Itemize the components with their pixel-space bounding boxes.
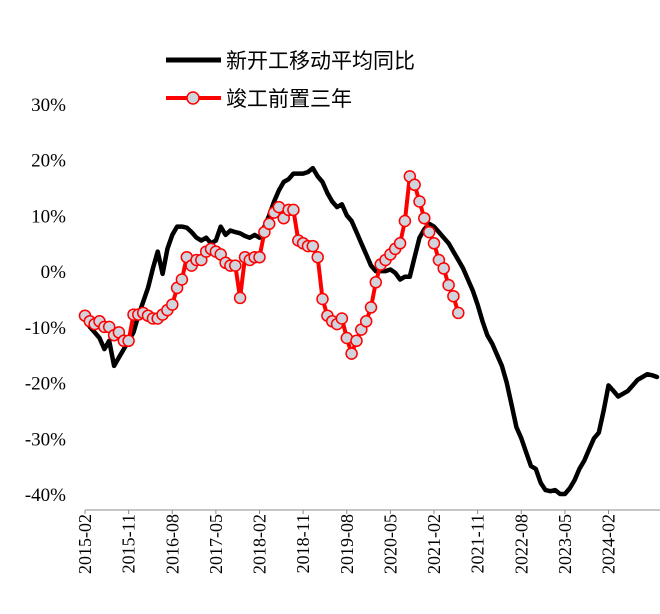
y-tick-label: 30% <box>31 95 66 116</box>
completion-data-point <box>398 214 412 228</box>
completion-data-point <box>262 217 276 231</box>
completion-data-point <box>369 276 383 289</box>
plot-area <box>78 165 660 497</box>
x-tick-label: 2015-11 <box>119 514 139 573</box>
completion-data-point <box>287 203 300 217</box>
completion-data-point <box>437 262 450 275</box>
x-tick-label: 2016-08 <box>162 514 182 574</box>
x-tick-label: 2024-02 <box>599 514 619 574</box>
completion-data-point <box>427 237 441 250</box>
completion-data-point <box>422 225 436 239</box>
x-tick-label: 2018-02 <box>250 514 270 574</box>
completion-data-point <box>233 291 247 305</box>
completion-data-point <box>229 259 242 272</box>
legend-label-completion: 竣工前置三年 <box>226 87 352 111</box>
completion-data-point <box>253 250 266 264</box>
x-tick-label: 2017-05 <box>206 514 226 574</box>
y-tick-label: -10% <box>25 318 66 339</box>
legend-marker-completion <box>186 91 200 105</box>
x-tick-label: 2015-02 <box>75 514 95 574</box>
x-tick-label: 2020-05 <box>380 514 400 574</box>
completion-data-point <box>418 211 431 225</box>
completion-data-point <box>364 301 378 314</box>
completion-data-point <box>306 239 320 253</box>
y-tick-label: 0% <box>41 262 67 283</box>
completion-data-point <box>442 278 455 292</box>
y-tick-label: -30% <box>25 429 66 450</box>
x-tick-label: 2021-11 <box>468 514 488 573</box>
completion-data-point <box>311 250 324 264</box>
y-tick-label: -20% <box>25 374 66 395</box>
completion-data-point <box>452 306 465 320</box>
y-tick-label: -40% <box>25 485 66 506</box>
completion-data-point <box>393 237 407 250</box>
completion-data-point <box>359 315 373 328</box>
legend: 新开工移动平均同比 竣工前置三年 <box>166 49 415 111</box>
x-tick-label: 2018-11 <box>293 514 313 573</box>
completion-data-point <box>413 195 426 208</box>
y-tick-label: 10% <box>31 206 66 227</box>
y-axis: 30% 20% 10% 0% -10% -20% -30% -40% <box>25 95 66 506</box>
completion-data-point <box>335 312 349 325</box>
completion-data-point <box>122 334 135 348</box>
completion-data-point <box>316 292 329 306</box>
x-tick-label: 2023-05 <box>555 514 575 574</box>
y-tick-label: 20% <box>31 151 66 172</box>
x-tick-label: 2022-08 <box>511 514 531 574</box>
completion-data-point <box>166 298 179 311</box>
legend-label-new-starts: 新开工移动平均同比 <box>226 49 415 73</box>
series-new-starts-line <box>82 165 660 497</box>
completion-data-point <box>447 289 460 303</box>
completion-data-point <box>345 347 358 360</box>
x-axis: 2015-02 2015-11 2016-08 2017-05 2018-02 2018-… <box>75 509 660 574</box>
completion-data-point <box>175 273 189 286</box>
completion-data-point <box>408 178 421 192</box>
completion-data-point <box>350 334 363 348</box>
x-tick-label: 2019-08 <box>337 514 357 574</box>
x-tick-label: 2021-02 <box>424 514 444 574</box>
